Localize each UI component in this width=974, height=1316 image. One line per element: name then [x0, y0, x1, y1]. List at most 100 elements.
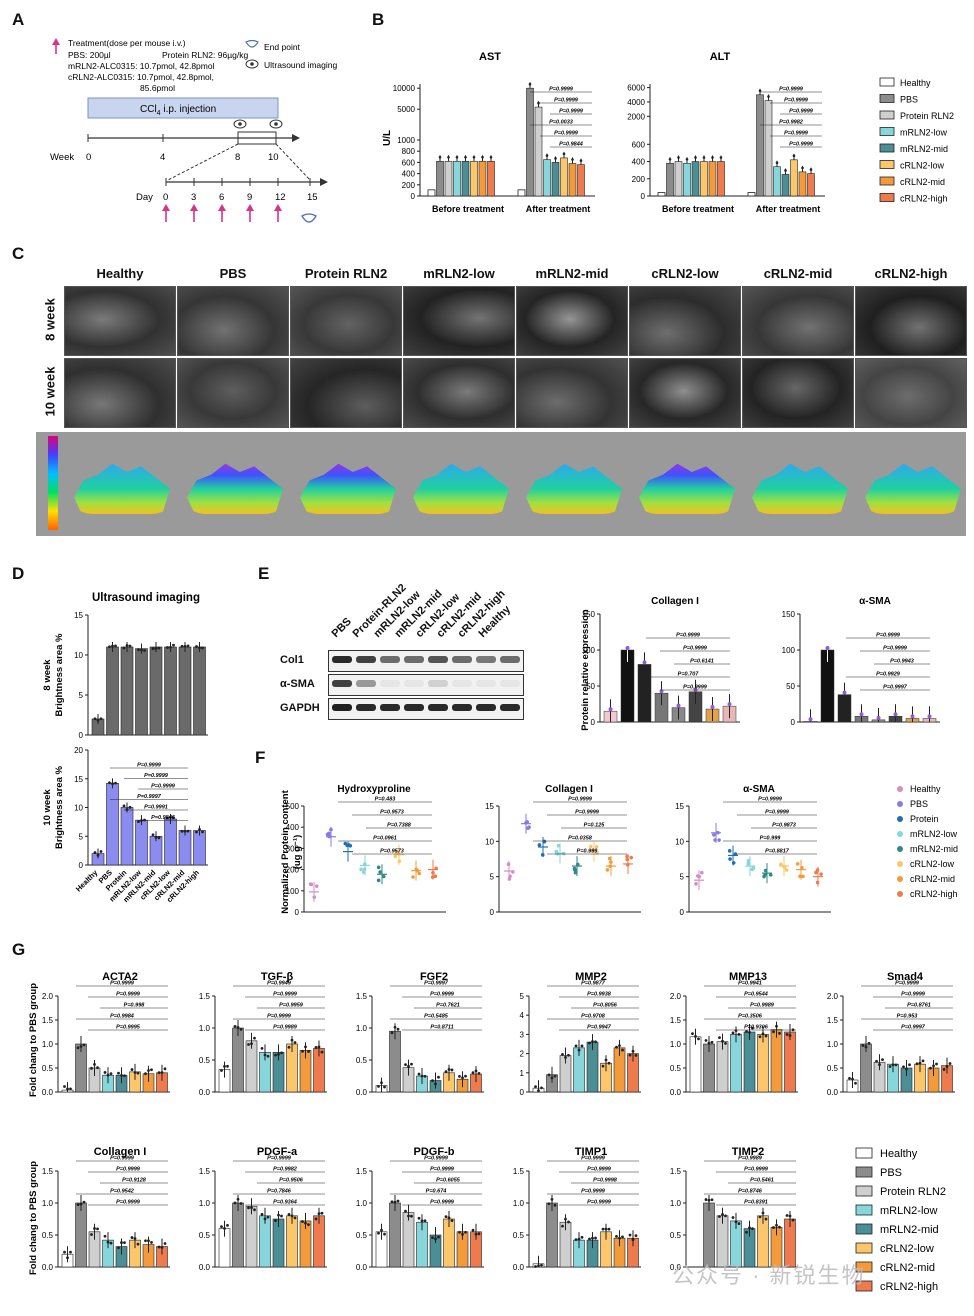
g-point [314, 1217, 318, 1221]
b-pvalue: P=0.9999 [784, 98, 809, 104]
g-point [431, 1079, 434, 1083]
b-point [554, 157, 557, 160]
b-bar [436, 160, 444, 197]
g-pvalue: P=0.8746 [738, 1189, 763, 1195]
week-label: Week [50, 152, 74, 163]
e-tick-label: 50 [586, 682, 595, 691]
g-point [561, 1052, 564, 1056]
d-ylabel: 8 week [42, 659, 53, 691]
d-ylabel: 10 week [42, 789, 53, 826]
g-legend-swatch [855, 1166, 873, 1178]
g-point [564, 1056, 567, 1059]
b-tick-label: 600 [402, 158, 416, 167]
watermark: 公众号 · 新锐生物 [672, 1263, 866, 1288]
g-point [737, 1222, 741, 1226]
g-point [932, 1064, 935, 1068]
g-pvalue: P=0.8391 [744, 1200, 768, 1206]
g-point [604, 1227, 608, 1231]
e-blot-band [476, 656, 496, 663]
d-point [111, 782, 114, 786]
e-blot-band [476, 704, 496, 711]
g-point [751, 1026, 754, 1030]
f-point [588, 844, 593, 849]
b-point [775, 161, 779, 165]
e-ylabel: Protein relative expression [580, 609, 591, 731]
f-tick-label: 15 [485, 802, 494, 811]
g-point [724, 1041, 727, 1045]
panel-label-a: A [12, 10, 25, 29]
e-blot-band [428, 680, 448, 687]
treatment-arrow-icon [52, 38, 60, 54]
g-point [437, 1235, 440, 1239]
week-tick: 10 [268, 152, 279, 163]
g-point [851, 1077, 854, 1081]
g-point [404, 1209, 407, 1213]
d-bar [120, 807, 134, 866]
g-chart-title: PDGF-a [257, 1146, 298, 1158]
g-bar [743, 1031, 756, 1093]
c-ultrasound-image [64, 358, 176, 428]
f-pvalue: P=0.483 [375, 797, 396, 803]
e-blot-band [404, 656, 424, 663]
e-tick-label: 50 [786, 682, 795, 691]
b-point [702, 156, 706, 159]
f-tick-label: 500 [286, 802, 300, 811]
g-point [260, 1046, 264, 1050]
b-point [447, 155, 450, 159]
g-point [120, 1073, 123, 1077]
b-tick-label: 400 [632, 158, 646, 167]
b-bar [453, 160, 461, 197]
g-point [745, 1230, 748, 1234]
b-legend-label: Healthy [900, 78, 931, 88]
g-point [918, 1061, 922, 1065]
g-point [120, 1241, 123, 1244]
b-legend-swatch [879, 77, 895, 87]
b-xcat: After treatment [526, 204, 591, 214]
g-point [704, 1039, 708, 1042]
g-legend-label: cRLN2-high [880, 1281, 938, 1293]
g-chart-title: MMP13 [729, 971, 767, 983]
g-point [226, 1223, 229, 1227]
g-pvalue: P=0.8711 [430, 1025, 453, 1031]
g-point [591, 1236, 594, 1240]
f-pvalue: P=0.7388 [387, 823, 412, 829]
e-point [825, 646, 830, 650]
panel-e-quantification: Protein relative expression Collagen I 0 50… [580, 596, 940, 731]
f-tick-label: 10 [675, 837, 684, 846]
f-legend-label: cRLN2-low [910, 859, 955, 869]
b-pvalue: P=0.9999 [779, 87, 804, 93]
g-tick-label: 4 [520, 1011, 525, 1020]
e-tick-label: 0 [591, 718, 596, 727]
g-legend-swatch [855, 1242, 873, 1254]
f-point [396, 850, 401, 855]
g-legend-label: cRLN2-mid [880, 1262, 935, 1274]
g-point [90, 1233, 93, 1236]
g-point [109, 1072, 113, 1076]
e-chart-title: Collagen I [651, 596, 699, 607]
g-point [942, 1068, 946, 1071]
b-pvalue: P=0.9999 [554, 131, 579, 137]
g-pvalue: P=0.6055 [436, 1178, 461, 1184]
b-bar [807, 173, 815, 197]
g-point [163, 1067, 167, 1071]
e-blot-membrane [328, 674, 524, 696]
e-tick-label: 100 [782, 646, 796, 655]
g-legend-label: mRLN2-mid [880, 1224, 939, 1236]
b-tick-label: 800 [402, 147, 416, 156]
e-point [625, 646, 630, 650]
f-point [537, 843, 542, 847]
g-point [631, 1049, 635, 1053]
g-tick-label: 1.0 [670, 1199, 682, 1208]
panel-e-western-blot: PBS Protein-RLN2 mRLN2-low mRLN2-mid cRLN2-l… [280, 582, 530, 730]
d-point [195, 830, 198, 834]
f-point [590, 848, 595, 853]
g-point [537, 1264, 540, 1268]
d-bar [193, 646, 206, 736]
f-pvalue: P=0.9999 [765, 810, 790, 816]
f-point [814, 870, 818, 875]
g-point [274, 1219, 277, 1223]
treatment-line-pbs: PBS: 200µl [68, 50, 111, 60]
e-blot-band [332, 656, 352, 663]
b-bar [568, 163, 577, 197]
